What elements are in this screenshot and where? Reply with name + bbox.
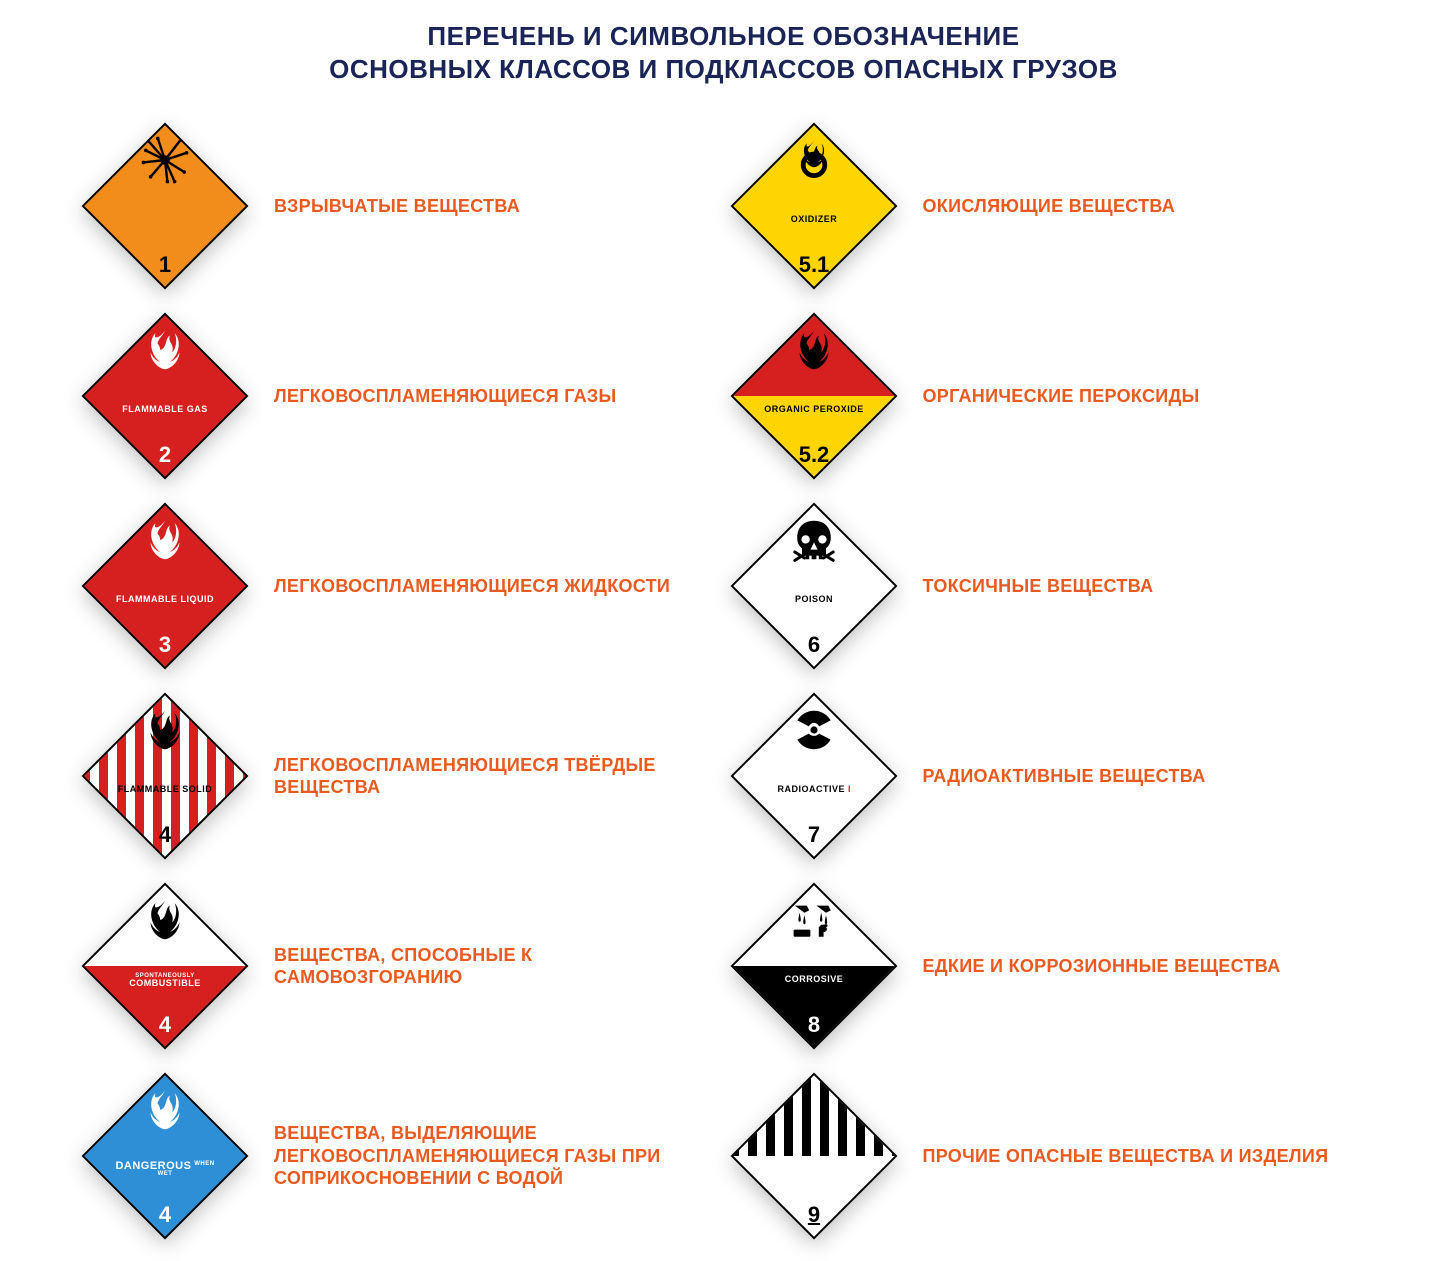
hazard-item-class-7: RADIOACTIVE I 7 РАДИОАКТИВНЫЕ ВЕЩЕСТВА [729, 691, 1368, 861]
placard-class-4-1: FLAMMABLE SOLID 4 [80, 691, 250, 861]
skull-icon [730, 512, 897, 568]
hazard-label: ВЗРЫВЧАТЫЕ ВЕЩЕСТВА [274, 195, 520, 218]
hazard-item-class-9: 9 ПРОЧИЕ ОПАСНЫЕ ВЕЩЕСТВА И ИЗДЕЛИЯ [729, 1071, 1368, 1241]
hazard-label: ЛЕГКОВОСПЛАМЕНЯЮЩИЕСЯ ЖИДКОСТИ [274, 575, 670, 598]
oxidizer-icon [730, 132, 897, 188]
flame-icon [82, 322, 249, 378]
placard-text: POISON [794, 595, 832, 607]
placard-class-8: CORROSIVE 8 [729, 881, 899, 1051]
title-line-1: ПЕРЕЧЕНЬ И СИМВОЛЬНОЕ ОБОЗНАЧЕНИЕ [427, 21, 1019, 51]
hazard-item-class-4-2: SPONTANEOUSLYCOMBUSTIBLE 4 ВЕЩЕСТВА, СПОСО… [80, 881, 719, 1051]
placard-text: FLAMMABLE LIQUID [116, 595, 214, 607]
flame-icon [730, 322, 897, 378]
placard-class-5-2: ORGANIC PEROXIDE 5.2 [729, 311, 899, 481]
placard-class-6: POISON 6 [729, 501, 899, 671]
hazard-item-class-5-1: OXIDIZER 5.1 ОКИСЛЯЮЩИЕ ВЕЩЕСТВА [729, 121, 1368, 291]
placard-text: RADIOACTIVE I [777, 785, 850, 797]
placard-text: FLAMMABLE GAS [122, 405, 208, 417]
hazard-label: ТОКСИЧНЫЕ ВЕЩЕСТВА [923, 575, 1154, 598]
placard-class-9: 9 [729, 1071, 899, 1241]
placard-class-3: FLAMMABLE LIQUID 3 [80, 501, 250, 671]
placard-number: 5.2 [798, 444, 829, 472]
placard-class-5-1: OXIDIZER 5.1 [729, 121, 899, 291]
hazard-label: ВЕЩЕСТВА, СПОСОБНЫЕ К САМОВОЗГОРАНИЮ [274, 944, 719, 989]
flame-icon [82, 512, 249, 568]
placard-number: 4 [159, 1204, 171, 1232]
hazard-item-class-5-2: ORGANIC PEROXIDE 5.2 ОРГАНИЧЕСКИЕ ПЕРОКСИД… [729, 311, 1368, 481]
hazard-label: РАДИОАКТИВНЫЕ ВЕЩЕСТВА [923, 765, 1206, 788]
flame-icon [82, 892, 249, 948]
explosion-icon [82, 132, 249, 188]
placard-number: 1 [159, 254, 171, 282]
title-line-2: ОСНОВНЫХ КЛАССОВ И ПОДКЛАССОВ ОПАСНЫХ ГР… [329, 54, 1118, 84]
hazard-grid: 1 ВЗРЫВЧАТЫЕ ВЕЩЕСТВА OXIDIZER 5.1 ОКИСЛЯЮЩИ… [40, 121, 1407, 1241]
placard-text: FLAMMABLE SOLID [118, 785, 213, 797]
radioactive-icon [730, 702, 897, 758]
placard-class-4-2: SPONTANEOUSLYCOMBUSTIBLE 4 [80, 881, 250, 1051]
placard-text: SPONTANEOUSLYCOMBUSTIBLE [129, 973, 201, 989]
hazard-item-class-6: POISON 6 ТОКСИЧНЫЕ ВЕЩЕСТВА [729, 501, 1368, 671]
hazard-label: ПРОЧИЕ ОПАСНЫЕ ВЕЩЕСТВА И ИЗДЕЛИЯ [923, 1145, 1329, 1168]
hazard-item-class-3: FLAMMABLE LIQUID 3 ЛЕГКОВОСПЛАМЕНЯЮЩИЕСЯ Ж… [80, 501, 719, 671]
placard-number: 3 [159, 634, 171, 662]
placard-text: OXIDIZER [790, 215, 837, 227]
placard-class-4-3: DANGEROUS WHENWET 4 [80, 1071, 250, 1241]
placard-class-1: 1 [80, 121, 250, 291]
flame-icon [82, 1082, 249, 1138]
placard-class-2: FLAMMABLE GAS 2 [80, 311, 250, 481]
hazard-label: ЕДКИЕ И КОРРОЗИОННЫЕ ВЕЩЕСТВА [923, 955, 1281, 978]
placard-number: 4 [159, 824, 171, 852]
placard-number: 9 [807, 1204, 819, 1232]
hazard-item-class-4-1: FLAMMABLE SOLID 4 ЛЕГКОВОСПЛАМЕНЯЮЩИЕСЯ ТВ… [80, 691, 719, 861]
page-title: ПЕРЕЧЕНЬ И СИМВОЛЬНОЕ ОБОЗНАЧЕНИЕ ОСНОВН… [40, 20, 1407, 85]
hazard-item-class-2: FLAMMABLE GAS 2 ЛЕГКОВОСПЛАМЕНЯЮЩИЕСЯ ГАЗЫ [80, 311, 719, 481]
hazard-label: ОРГАНИЧЕСКИЕ ПЕРОКСИДЫ [923, 385, 1200, 408]
corrosive-icon [730, 892, 897, 948]
hazard-label: ЛЕГКОВОСПЛАМЕНЯЮЩИЕСЯ ГАЗЫ [274, 385, 616, 408]
none-icon [730, 1082, 897, 1138]
flame-icon [82, 702, 249, 758]
placard-number: 4 [159, 1014, 171, 1042]
hazard-label: ЛЕГКОВОСПЛАМЕНЯЮЩИЕСЯ ТВЁРДЫЕ ВЕЩЕСТВА [274, 754, 719, 799]
placard-number: 5.1 [798, 254, 829, 282]
hazard-label: ОКИСЛЯЮЩИЕ ВЕЩЕСТВА [923, 195, 1176, 218]
hazard-item-class-4-3: DANGEROUS WHENWET 4 ВЕЩЕСТВА, ВЫДЕЛЯЮЩИЕ Л… [80, 1071, 719, 1241]
placard-text: CORROSIVE [784, 975, 843, 987]
placard-number: 8 [807, 1014, 819, 1042]
hazard-label: ВЕЩЕСТВА, ВЫДЕЛЯЮЩИЕ ЛЕГКОВОСПЛАМЕНЯЮЩИЕ… [274, 1122, 719, 1190]
placard-text: ORGANIC PEROXIDE [764, 405, 864, 417]
placard-number: 7 [807, 824, 819, 852]
placard-text: DANGEROUS WHENWET [115, 1162, 214, 1179]
hazard-item-class-8: CORROSIVE 8 ЕДКИЕ И КОРРОЗИОННЫЕ ВЕЩЕСТВА [729, 881, 1368, 1051]
placard-number: 6 [807, 634, 819, 662]
placard-class-7: RADIOACTIVE I 7 [729, 691, 899, 861]
hazard-item-class-1: 1 ВЗРЫВЧАТЫЕ ВЕЩЕСТВА [80, 121, 719, 291]
placard-number: 2 [159, 444, 171, 472]
